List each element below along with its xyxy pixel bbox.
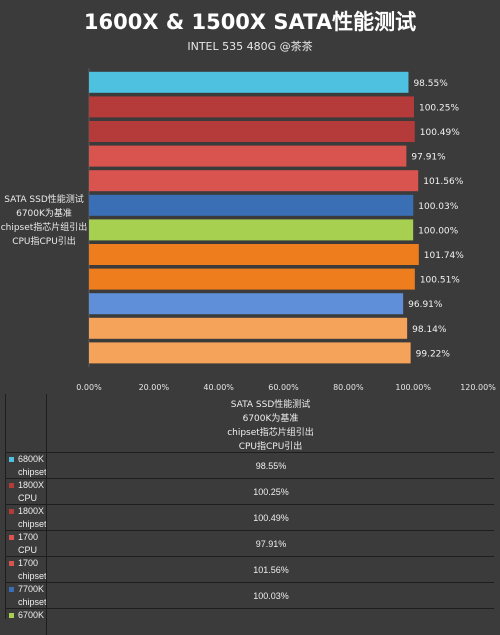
table-header-line: SATA SSD性能测试: [230, 400, 311, 410]
bar: [89, 219, 414, 241]
legend-swatch: [9, 535, 14, 540]
row-label-sub: CPU: [18, 545, 38, 555]
data-label: 101.56%: [423, 177, 463, 187]
row-label: 1800X: [18, 506, 45, 516]
legend-swatch: [9, 483, 14, 488]
x-tick-label: 60.00%: [268, 383, 299, 392]
table-header: SATA SSD性能测试 6700K为基准 chipset指芯片组引出 CPU指…: [46, 394, 494, 452]
table-row: 1800X chipset 100.49%: [6, 504, 494, 531]
data-label: 100.00%: [418, 226, 458, 236]
x-tick-label: 20.00%: [139, 383, 170, 392]
row-value: 100.03%: [46, 583, 495, 609]
row-value: 97.91%: [46, 531, 495, 557]
row-value: 100.49%: [46, 505, 495, 531]
axis-label-line: 6700K为基准: [16, 209, 72, 219]
bar-chart: 98.55% 100.25% 100.49% 97.91% 101.56% 100.03%…: [76, 68, 496, 392]
bar: [89, 121, 415, 142]
row-label: 6700K: [18, 610, 45, 620]
data-label: 101.74%: [424, 251, 464, 261]
row-value: [46, 609, 495, 635]
row-label: 1700: [18, 558, 39, 568]
row-value: 98.55%: [46, 453, 495, 479]
row-label: 1800X: [18, 480, 45, 490]
table-row: 7700K chipset 100.03%: [6, 582, 494, 609]
data-label: 100.49%: [420, 128, 460, 138]
axis-label-line: chipset指芯片组引出: [0, 223, 88, 233]
chart-subtitle: INTEL 535 480G @茶茶: [187, 40, 313, 53]
row-label: 7700K: [18, 584, 45, 594]
row-value: 101.56%: [46, 557, 495, 583]
data-label: 100.25%: [419, 103, 459, 113]
bar: [89, 342, 411, 364]
row-label-sub: chipset: [18, 467, 47, 477]
legend-swatch: [9, 613, 14, 618]
x-tick-label: 120.00%: [460, 383, 496, 392]
x-tick-label: 40.00%: [203, 383, 234, 392]
legend-swatch: [9, 509, 14, 514]
data-label: 98.14%: [412, 325, 447, 335]
bar: [89, 145, 407, 167]
data-label: 96.91%: [408, 300, 443, 310]
table-row: 1700 CPU 97.91%: [6, 530, 494, 557]
data-label: 99.22%: [416, 349, 451, 359]
x-tick-label: 0.00%: [76, 383, 102, 392]
data-table: SATA SSD性能测试 6700K为基准 chipset指芯片组引出 CPU指…: [5, 394, 494, 635]
bar: [89, 71, 409, 93]
table-header-line: chipset指芯片组引出: [227, 428, 314, 438]
row-label-sub: chipset: [18, 597, 47, 607]
bar: [89, 293, 404, 315]
table-header-line: CPU指CPU引出: [238, 442, 303, 452]
row-value: 100.25%: [46, 479, 495, 505]
row-label-sub: chipset: [18, 519, 47, 529]
bar: [89, 317, 408, 339]
x-tick-label: 80.00%: [333, 383, 364, 392]
row-label: 6800K: [18, 454, 45, 464]
table-row: 6800K chipset 98.55%: [6, 452, 494, 479]
row-label-sub: chipset: [18, 571, 47, 581]
table-row: 6700K: [6, 608, 494, 635]
bar: [89, 170, 419, 192]
bar: [89, 96, 414, 118]
x-tick-label: 100.00%: [395, 383, 431, 392]
axis-label-line: SATA SSD性能测试: [4, 195, 84, 205]
bar: [89, 244, 419, 265]
axis-label-line: CPU指CPU引出: [12, 237, 76, 247]
data-label: 98.55%: [413, 79, 448, 89]
legend-swatch: [9, 457, 14, 462]
table-row: 1700 chipset 101.56%: [6, 556, 494, 583]
row-label-sub: CPU: [18, 493, 38, 503]
data-label: 100.03%: [418, 202, 458, 212]
legend-swatch: [9, 561, 14, 566]
data-label: 100.51%: [420, 276, 460, 286]
bar: [89, 194, 414, 216]
table-row: 1800X CPU 100.25%: [6, 478, 494, 505]
data-label: 97.91%: [411, 153, 446, 163]
row-label: 1700: [18, 532, 39, 542]
bar: [89, 268, 415, 290]
legend-swatch: [9, 587, 14, 592]
chart-title: 1600X & 1500X SATA性能测试: [83, 10, 417, 34]
table-header-line: 6700K为基准: [242, 414, 299, 424]
